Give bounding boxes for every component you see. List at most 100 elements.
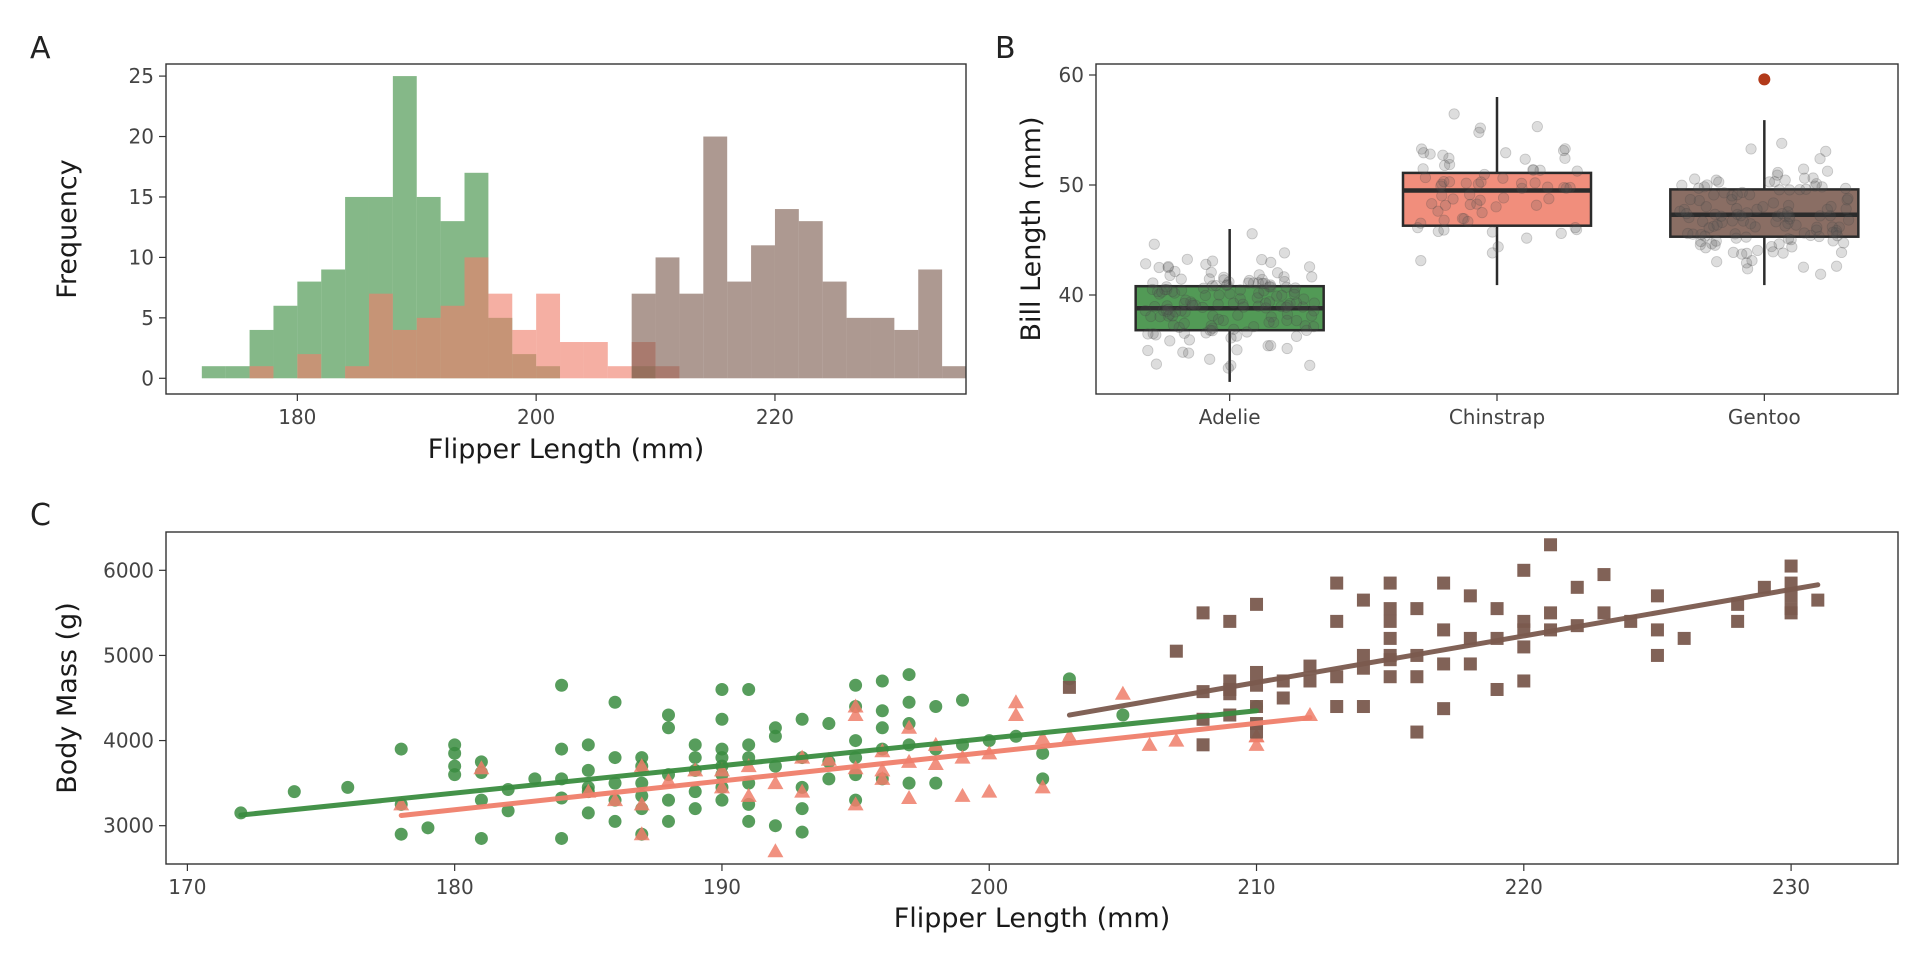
scatter-point-adelie (1036, 772, 1050, 786)
jitter-point (1820, 145, 1832, 157)
jitter-point (1476, 207, 1488, 219)
scatter-point-adelie (608, 776, 622, 790)
scatter-point-adelie (555, 831, 569, 845)
jitter-point (1297, 301, 1309, 313)
jitter-point (1300, 324, 1313, 336)
jitter-point (1700, 242, 1712, 254)
scatter-point-chinstrap (847, 707, 864, 722)
scatter-point-gentoo (1517, 674, 1531, 688)
histogram-bar-gentoo (870, 317, 895, 379)
histogram-bar-gentoo (822, 281, 847, 379)
jitter-point (1164, 335, 1176, 347)
jitter-point (1497, 192, 1510, 204)
scatter-point-adelie (795, 825, 809, 839)
jitter-point (1248, 321, 1260, 333)
scatter-point-chinstrap (607, 792, 624, 807)
jitter-point (1472, 178, 1484, 190)
scatter-y-tick-label: 5000 (103, 643, 154, 667)
jitter-point (1207, 310, 1219, 322)
jitter-point (1148, 238, 1160, 250)
jitter-point (1252, 300, 1264, 312)
jitter-point (1745, 218, 1757, 230)
jitter-point (1475, 176, 1487, 188)
jitter-point (1571, 165, 1583, 177)
jitter-point (1527, 164, 1539, 176)
histogram-y-label: Frequency (52, 159, 83, 299)
scatter-point-adelie (956, 693, 970, 707)
scatter-point-gentoo (1383, 576, 1397, 590)
scatter-y-tick-label: 3000 (103, 814, 154, 838)
scatter-point-adelie (501, 804, 515, 818)
histogram-bar-adelie (392, 76, 417, 379)
jitter-point (1168, 287, 1181, 299)
jitter-point (1142, 328, 1154, 340)
scatter-point-gentoo (1196, 606, 1210, 620)
scatter-point-adelie (822, 772, 836, 786)
jitter-point (1708, 189, 1720, 201)
jitter-point (1177, 346, 1189, 358)
jitter-point (1497, 172, 1509, 184)
jitter-point (1814, 210, 1826, 222)
scatter-point-gentoo (1330, 670, 1344, 684)
histogram-x-tick-label: 220 (756, 405, 794, 429)
scatter-point-gentoo (1463, 589, 1477, 603)
jitter-point (1695, 235, 1707, 248)
jitter-point (1731, 203, 1743, 215)
scatter-point-chinstrap (927, 755, 944, 770)
jitter-point (1175, 284, 1188, 296)
jitter-point (1238, 301, 1250, 313)
histogram-bar-gentoo (846, 317, 871, 379)
jitter-point (1189, 299, 1201, 311)
jitter-point (1726, 190, 1738, 202)
scatter-point-chinstrap (767, 775, 784, 790)
scatter-point-adelie (287, 785, 301, 799)
jitter-point (1306, 310, 1318, 322)
scatter-point-gentoo (1410, 725, 1424, 739)
jitter-point (1740, 257, 1753, 269)
jitter-point (1751, 203, 1763, 215)
jitter-point (1471, 198, 1483, 210)
scatter-y-tick-label: 4000 (103, 729, 154, 753)
jitter-point (1263, 281, 1276, 293)
jitter-point (1140, 258, 1152, 270)
histogram-x-tick-label: 180 (278, 405, 316, 429)
jitter-point (1164, 269, 1176, 282)
scatter-x-tick-label: 200 (970, 875, 1008, 899)
jitter-point (1773, 238, 1785, 250)
jitter-point (1458, 213, 1470, 225)
jitter-point (1186, 298, 1198, 310)
jitter-point (1298, 293, 1310, 305)
jitter-point (1710, 174, 1722, 186)
histogram-bar-adelie (273, 305, 298, 379)
scatter-y-ticks: 3000 4000 5000 6000 (103, 558, 166, 838)
jitter-point (1542, 181, 1554, 193)
jitter-point (1265, 281, 1277, 293)
jitter-point (1710, 235, 1722, 247)
jitter-point (1698, 181, 1710, 193)
jitter-point (1830, 224, 1843, 237)
jitter-point (1179, 306, 1191, 318)
scatter-point-chinstrap (847, 698, 864, 713)
jitter-point (1813, 230, 1825, 243)
jitter-point (1749, 221, 1761, 233)
jitter-point (1281, 314, 1293, 326)
scatter-point-adelie (608, 751, 622, 765)
jitter-point (1737, 215, 1749, 227)
jitter-point (1516, 182, 1528, 194)
boxplot-x-tick-label: Gentoo (1728, 405, 1801, 429)
jitter-point (1225, 332, 1237, 344)
histogram-bar-chinstrap (560, 342, 584, 379)
histogram-x-label: Flipper Length (mm) (428, 434, 705, 465)
jitter-point (1212, 298, 1224, 310)
jitter-point (1767, 246, 1779, 258)
scatter-point-gentoo (1356, 593, 1370, 607)
boxplot-x-tick-label: Adelie (1199, 405, 1261, 429)
boxplot-x-ticks: Adelie Chinstrap Gentoo (1199, 394, 1801, 429)
scatter-point-adelie (688, 751, 702, 765)
jitter-point (1416, 143, 1428, 155)
scatter-point-gentoo (1169, 644, 1183, 658)
jitter-point (1718, 187, 1730, 199)
jitter-point (1833, 221, 1845, 233)
jitter-point (1153, 261, 1165, 274)
